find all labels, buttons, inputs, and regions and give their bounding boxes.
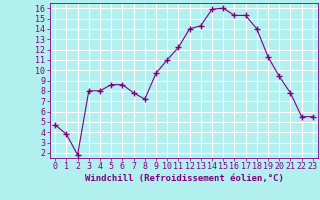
X-axis label: Windchill (Refroidissement éolien,°C): Windchill (Refroidissement éolien,°C): [84, 174, 284, 183]
